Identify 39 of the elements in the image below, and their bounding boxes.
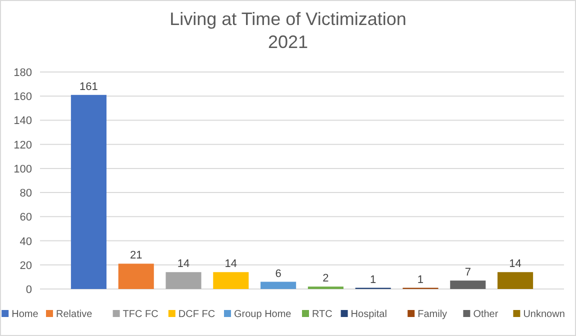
y-tick-label: 80 xyxy=(20,188,32,200)
data-label: 14 xyxy=(224,258,238,270)
chart-subtitle: 2021 xyxy=(268,32,308,52)
y-tick-label: 140 xyxy=(14,115,32,128)
legend-label: Family xyxy=(418,309,448,320)
y-tick-label: 0 xyxy=(26,284,32,296)
y-tick-label: 20 xyxy=(20,260,32,272)
legend-label: TFC FC xyxy=(122,309,158,320)
data-label: 1 xyxy=(370,274,376,286)
legend-label: DCF FC xyxy=(178,309,216,320)
legend-label: Hospital xyxy=(350,309,387,320)
legend-label: Unknown xyxy=(523,309,565,320)
legend-label: Group Home xyxy=(234,309,292,320)
y-tick-label: 120 xyxy=(14,139,32,152)
legend-label: Relative xyxy=(56,309,93,320)
y-tick-label: 100 xyxy=(14,163,32,176)
y-tick-label: 60 xyxy=(20,212,32,224)
chart-title: Living at Time of Victimization xyxy=(170,9,406,29)
bar xyxy=(260,282,296,289)
legend-label: Other xyxy=(473,309,499,320)
bar xyxy=(498,272,534,289)
data-label: 161 xyxy=(80,80,98,93)
y-tick-label: 180 xyxy=(14,67,32,79)
legend-label: RTC xyxy=(312,309,332,320)
data-label: 21 xyxy=(130,250,142,262)
bar xyxy=(213,272,249,289)
bar xyxy=(118,264,154,289)
bar xyxy=(70,94,106,289)
bar xyxy=(166,272,202,289)
data-label: 14 xyxy=(177,258,190,270)
data-label: 6 xyxy=(275,268,282,280)
data-label: 2 xyxy=(322,272,329,285)
y-tick-label: 160 xyxy=(14,91,32,104)
y-tick-label: 40 xyxy=(20,236,32,248)
legend-label: Home xyxy=(12,309,39,320)
data-label: 1 xyxy=(417,274,424,286)
bar xyxy=(450,280,486,289)
data-label: 14 xyxy=(509,258,522,270)
data-label: 7 xyxy=(464,266,471,279)
